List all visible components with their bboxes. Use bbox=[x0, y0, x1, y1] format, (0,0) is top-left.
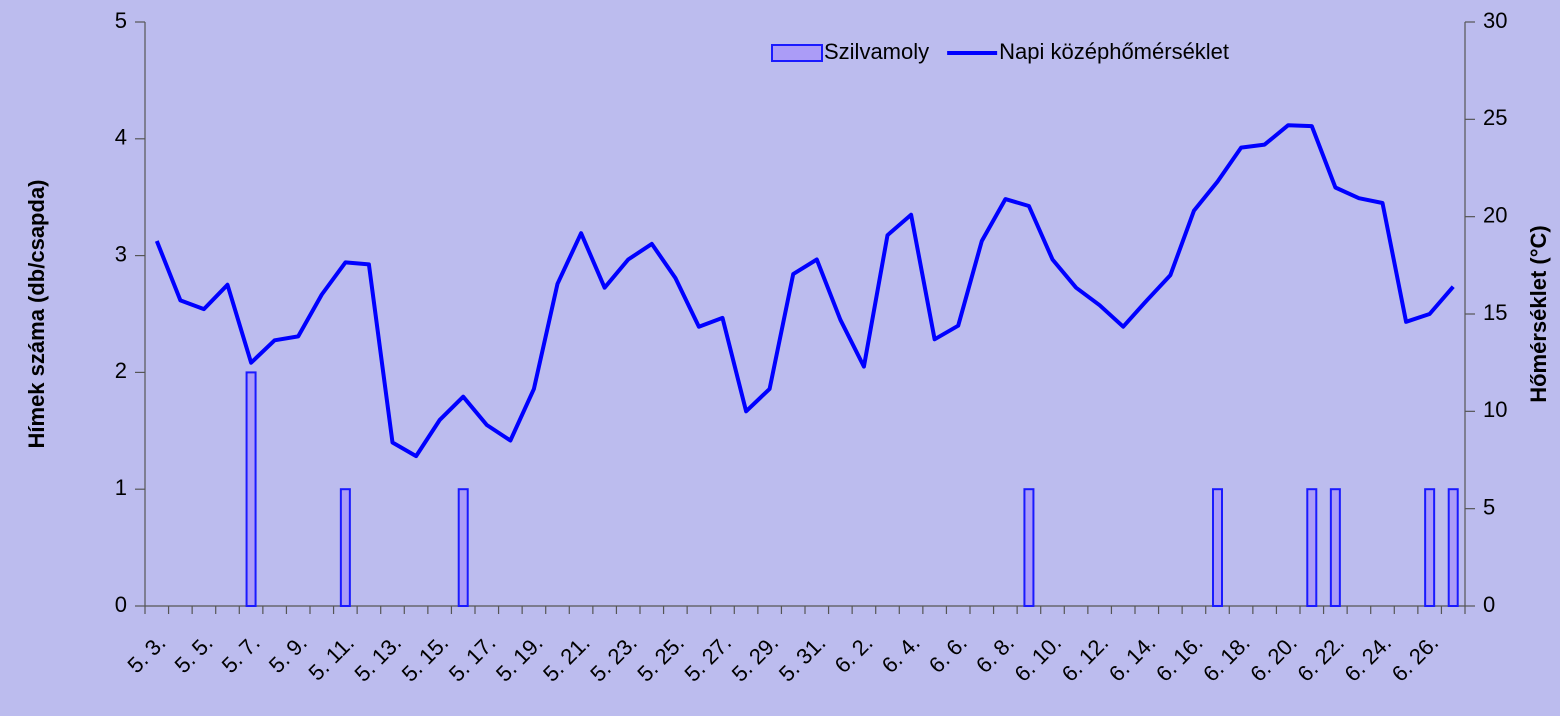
x-tick-label: 5. 23. bbox=[585, 630, 642, 687]
y2-tick-label: 5 bbox=[1483, 494, 1495, 519]
y-tick-label: 4 bbox=[115, 125, 127, 150]
x-tick-label: 6. 24. bbox=[1340, 630, 1397, 687]
x-tick-label: 5. 7. bbox=[217, 630, 265, 678]
x-tick-label: 6. 22. bbox=[1292, 630, 1349, 687]
y-tick-label: 0 bbox=[115, 592, 127, 617]
x-tick-label: 5. 9. bbox=[264, 630, 312, 678]
x-tick-label: 5. 27. bbox=[680, 630, 737, 687]
y2-tick-label: 15 bbox=[1483, 300, 1507, 325]
legend-label: Szilvamoly bbox=[824, 39, 929, 64]
x-tick-label: 5. 25. bbox=[632, 630, 689, 687]
x-tick-label: 5. 5. bbox=[170, 630, 218, 678]
y2-tick-label: 20 bbox=[1483, 202, 1507, 227]
y2-axis-label: Hőmérséklet (°C) bbox=[1526, 225, 1551, 403]
x-tick-label: 5. 17. bbox=[444, 630, 501, 687]
x-tick-label: 5. 19. bbox=[491, 630, 548, 687]
legend-label: Napi középhőmérséklet bbox=[999, 39, 1229, 64]
y2-tick-label: 10 bbox=[1483, 397, 1507, 422]
x-tick-label: 6. 4. bbox=[877, 630, 925, 678]
x-tick-label: 5. 11. bbox=[304, 630, 359, 685]
temperature-line bbox=[154, 123, 1455, 459]
y-tick-label: 3 bbox=[115, 241, 127, 266]
x-tick-label: 6. 20. bbox=[1245, 630, 1302, 687]
x-tick-label: 6. 6. bbox=[924, 630, 972, 678]
y-tick-label: 2 bbox=[115, 358, 127, 383]
y-tick-label: 1 bbox=[115, 475, 127, 500]
x-tick-label: 5. 3. bbox=[122, 630, 170, 678]
x-tick-label: 6. 16. bbox=[1151, 630, 1208, 687]
bar bbox=[245, 371, 257, 607]
x-tick-label: 6. 12. bbox=[1057, 630, 1114, 687]
bar bbox=[1447, 488, 1459, 608]
y-tick-label: 5 bbox=[115, 8, 127, 33]
bar bbox=[1023, 488, 1035, 608]
x-tick-label: 5. 21. bbox=[538, 630, 595, 687]
y2-tick-label: 25 bbox=[1483, 105, 1507, 130]
x-tick-label: 5. 15. bbox=[397, 630, 454, 687]
x-tick-label: 5. 29. bbox=[727, 630, 784, 687]
x-tick-label: 6. 2. bbox=[830, 630, 878, 678]
y2-tick-label: 30 bbox=[1483, 8, 1507, 33]
x-tick-label: 6. 18. bbox=[1198, 630, 1255, 687]
x-tick-label: 6. 10. bbox=[1010, 630, 1067, 687]
bar bbox=[457, 488, 469, 608]
x-tick-label: 5. 13. bbox=[350, 630, 407, 687]
bar bbox=[339, 488, 351, 608]
bar bbox=[1212, 488, 1223, 608]
x-tick-label: 6. 14. bbox=[1104, 630, 1161, 687]
y2-tick-label: 0 bbox=[1483, 592, 1495, 617]
bar bbox=[1306, 488, 1318, 608]
bar bbox=[1424, 488, 1436, 608]
x-tick-label: 5. 31. bbox=[774, 630, 831, 687]
bar bbox=[1329, 488, 1341, 608]
x-tick-label: 6. 26. bbox=[1387, 630, 1444, 687]
legend-swatch bbox=[771, 44, 823, 62]
y-axis-label: Hímek száma (db/csapda) bbox=[24, 180, 49, 449]
